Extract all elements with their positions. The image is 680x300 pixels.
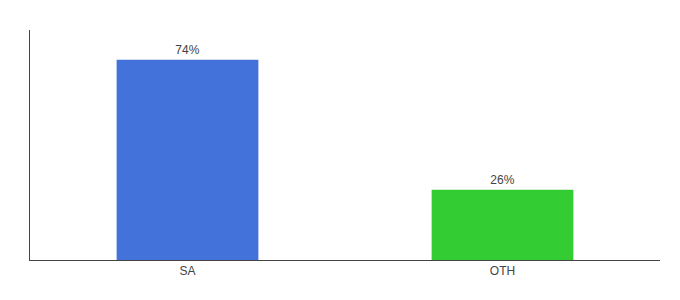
svg-text:OTH: OTH: [490, 264, 515, 278]
svg-text:26%: 26%: [490, 173, 514, 187]
svg-text:SA: SA: [179, 264, 195, 278]
svg-text:74%: 74%: [175, 43, 199, 57]
